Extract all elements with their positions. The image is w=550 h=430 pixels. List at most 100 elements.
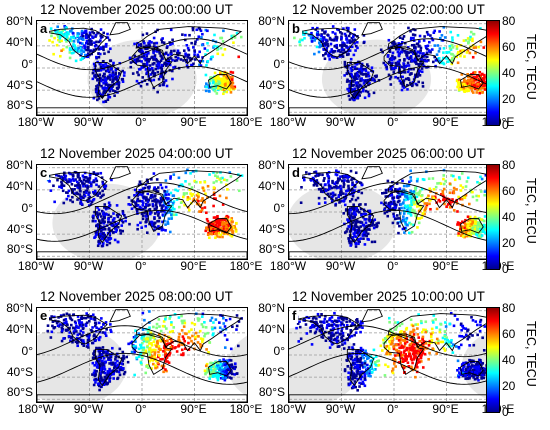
tec-point bbox=[483, 76, 486, 80]
tec-point bbox=[161, 213, 165, 217]
tec-point bbox=[359, 79, 362, 83]
tec-point bbox=[209, 76, 212, 79]
tec-point bbox=[64, 174, 68, 178]
tec-point bbox=[107, 373, 111, 376]
tec-point bbox=[163, 61, 167, 65]
tec-point bbox=[404, 65, 408, 68]
tec-point bbox=[419, 207, 423, 211]
tec-point bbox=[366, 209, 370, 213]
tec-point bbox=[169, 200, 172, 203]
tec-point bbox=[301, 38, 304, 42]
tec-point bbox=[116, 87, 119, 91]
tec-point bbox=[406, 56, 409, 60]
tec-point bbox=[63, 28, 67, 31]
tec-point bbox=[232, 41, 235, 44]
coastline bbox=[109, 22, 131, 36]
coastline bbox=[208, 361, 232, 377]
tec-point bbox=[146, 185, 150, 189]
tec-point bbox=[62, 318, 66, 322]
tec-point bbox=[223, 222, 227, 226]
tec-point bbox=[109, 355, 113, 359]
tec-point bbox=[214, 236, 217, 240]
tec-point bbox=[144, 183, 148, 186]
tec-point bbox=[299, 201, 303, 205]
tec-point bbox=[208, 377, 212, 380]
tec-point bbox=[172, 326, 176, 329]
tec-point bbox=[131, 72, 135, 75]
tec-point bbox=[417, 199, 421, 203]
coastline bbox=[361, 166, 383, 180]
tec-point bbox=[449, 341, 453, 344]
tec-point bbox=[95, 89, 98, 93]
tec-point bbox=[417, 193, 421, 197]
tec-point bbox=[391, 185, 394, 188]
tec-point bbox=[340, 329, 343, 333]
tec-point bbox=[435, 207, 439, 211]
tec-point bbox=[365, 372, 369, 375]
tec-point bbox=[213, 71, 217, 75]
tec-point bbox=[145, 217, 149, 221]
tec-point bbox=[352, 75, 355, 79]
tec-point bbox=[89, 172, 92, 176]
tec-point bbox=[95, 211, 98, 214]
tec-point bbox=[407, 184, 411, 187]
tec-point bbox=[212, 80, 215, 84]
tec-point bbox=[101, 182, 105, 186]
tec-point bbox=[410, 72, 413, 75]
tec-point bbox=[347, 187, 350, 190]
tec-point bbox=[455, 200, 458, 204]
tec-point bbox=[101, 232, 105, 236]
latitude-tick-label: 80°S bbox=[6, 242, 33, 256]
tec-point bbox=[337, 178, 340, 182]
tec-point bbox=[156, 186, 160, 189]
tec-point bbox=[218, 81, 222, 85]
tec-point bbox=[176, 57, 180, 60]
tec-point bbox=[354, 331, 358, 334]
tec-point bbox=[358, 231, 362, 235]
tec-point bbox=[141, 217, 145, 221]
tec-point bbox=[115, 82, 119, 86]
tec-point bbox=[340, 190, 343, 194]
tec-point bbox=[99, 34, 103, 37]
tec-point bbox=[216, 88, 220, 92]
tec-point bbox=[180, 319, 184, 323]
tec-point bbox=[210, 326, 214, 329]
tec-point bbox=[331, 25, 335, 28]
tec-point bbox=[212, 86, 216, 89]
tec-point bbox=[233, 373, 236, 376]
tec-point bbox=[355, 180, 359, 184]
tec-point bbox=[218, 373, 222, 376]
tec-point bbox=[388, 320, 391, 324]
tec-point bbox=[451, 53, 454, 56]
tec-point bbox=[186, 168, 189, 172]
tec-point bbox=[345, 230, 348, 233]
tec-point bbox=[60, 329, 64, 332]
tec-point bbox=[155, 206, 159, 209]
tec-point bbox=[52, 184, 55, 188]
tec-point bbox=[462, 86, 466, 90]
tec-point bbox=[304, 171, 308, 174]
tec-point bbox=[347, 237, 350, 240]
tec-point bbox=[207, 369, 210, 373]
tec-point bbox=[417, 72, 420, 75]
tec-point bbox=[68, 316, 72, 319]
tec-point bbox=[157, 211, 160, 215]
tec-point bbox=[328, 58, 331, 61]
tec-point bbox=[163, 333, 167, 337]
tec-point bbox=[147, 366, 150, 369]
tec-point bbox=[98, 76, 102, 79]
tec-point bbox=[150, 41, 153, 44]
tec-point bbox=[321, 186, 325, 189]
tec-point bbox=[429, 198, 432, 202]
tec-point bbox=[350, 89, 354, 93]
tec-point bbox=[319, 183, 323, 186]
tec-point bbox=[99, 221, 103, 225]
tec-point bbox=[412, 201, 415, 204]
tec-point bbox=[355, 62, 359, 66]
tec-point bbox=[218, 321, 221, 324]
tec-point bbox=[105, 206, 108, 210]
tec-point bbox=[402, 188, 406, 192]
tec-point bbox=[163, 189, 166, 193]
tec-point bbox=[235, 324, 239, 328]
tec-point bbox=[355, 225, 359, 229]
